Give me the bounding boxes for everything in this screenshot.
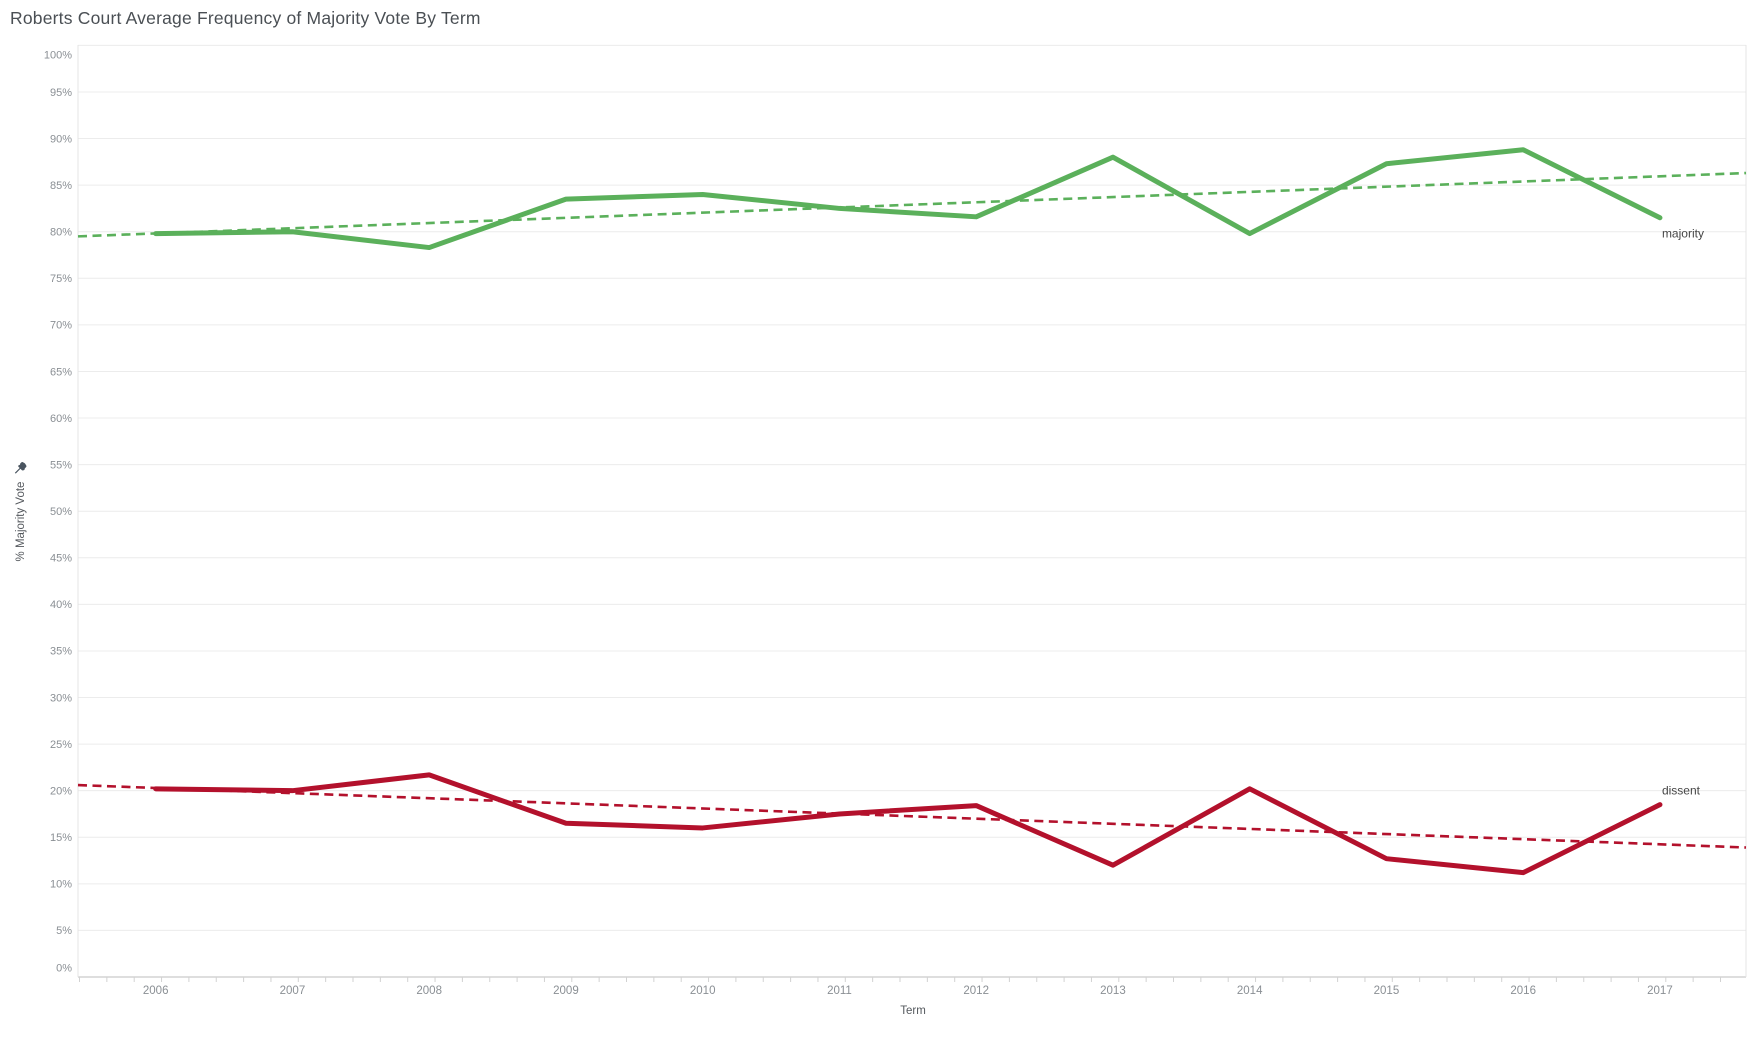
y-axis-tick-label-35: 35% xyxy=(50,646,72,658)
x-axis-tick-label-2006: 2006 xyxy=(143,985,169,997)
x-axis-tick-label-2009: 2009 xyxy=(553,985,579,997)
y-axis-tick-label-75: 75% xyxy=(50,273,72,285)
y-axis-tick-label-40: 40% xyxy=(50,599,72,611)
x-axis-tick-label-2008: 2008 xyxy=(416,985,442,997)
dissent-trend-line[interactable] xyxy=(77,783,1747,849)
y-axis-tick-label-55: 55% xyxy=(50,459,72,471)
pin-icon xyxy=(14,462,27,474)
majority-trend-line[interactable] xyxy=(77,171,1747,238)
x-axis-tick-label-2014: 2014 xyxy=(1237,985,1263,997)
y-axis-tick-label-95: 95% xyxy=(50,87,72,99)
y-axis-tick-label-60: 60% xyxy=(50,413,72,425)
x-axis-tick-label-2015: 2015 xyxy=(1374,985,1400,997)
majority-line[interactable] xyxy=(153,147,1663,251)
chart-title: Roberts Court Average Frequency of Major… xyxy=(10,8,481,28)
y-axis-tick-label-0: 0% xyxy=(56,962,72,974)
y-axis-tick-label-30: 30% xyxy=(50,692,72,704)
x-axis-tick-label-2010: 2010 xyxy=(690,985,716,997)
x-axis-tick-label-2007: 2007 xyxy=(280,985,306,997)
y-axis-tick-label-20: 20% xyxy=(50,785,72,797)
y-axis-tick-label-25: 25% xyxy=(50,739,72,751)
x-axis-tick-label-2011: 2011 xyxy=(827,985,852,997)
dissent-end-label: dissent xyxy=(1662,784,1701,798)
y-axis-tick-label-70: 70% xyxy=(50,320,72,332)
y-axis-tick-label-10: 10% xyxy=(50,879,72,891)
y-axis-tick-label-100: 100% xyxy=(44,50,72,62)
x-axis-title: Term xyxy=(900,1005,926,1017)
y-axis-tick-label-80: 80% xyxy=(50,227,72,239)
y-axis-tick-label-65: 65% xyxy=(50,366,72,378)
y-axis-tick-label-85: 85% xyxy=(50,180,72,192)
y-axis-tick-label-15: 15% xyxy=(50,832,72,844)
y-axis-tick-label-45: 45% xyxy=(50,553,72,565)
y-axis-tick-label-50: 50% xyxy=(50,506,72,518)
y-axis-title-label: % Majority Vote xyxy=(15,481,27,562)
x-axis-tick-label-2012: 2012 xyxy=(963,985,989,997)
x-axis-tick-label-2016: 2016 xyxy=(1510,985,1536,997)
y-axis-tick-label-90: 90% xyxy=(50,133,72,145)
majority-end-label: majority xyxy=(1662,227,1704,241)
dissent-line[interactable] xyxy=(153,772,1663,876)
x-axis-tick-label-2013: 2013 xyxy=(1100,985,1126,997)
x-axis-tick-label-2017: 2017 xyxy=(1647,985,1673,997)
y-axis-tick-label-5: 5% xyxy=(56,925,72,937)
